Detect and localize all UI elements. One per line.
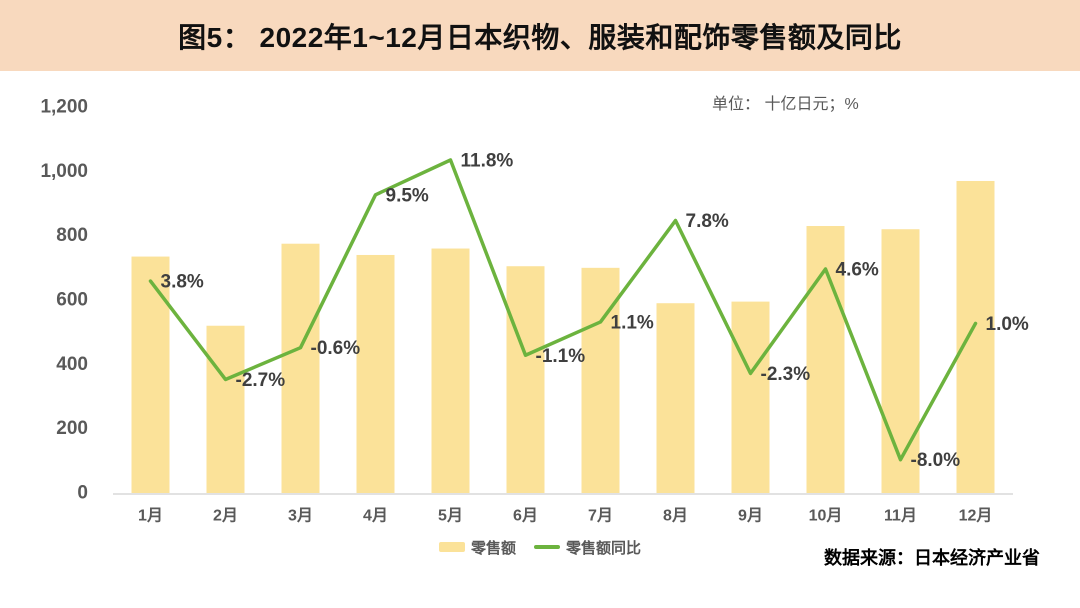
bar-6月 (506, 266, 545, 493)
x-axis-tick-11月: 11月 (884, 507, 917, 525)
x-axis-tick-9月: 9月 (738, 507, 763, 525)
data-label-5月: 11.8% (461, 150, 514, 171)
data-label-8月: 7.8% (686, 211, 729, 232)
data-label-7月: 1.1% (611, 312, 654, 333)
x-axis-tick-1月: 1月 (138, 507, 163, 525)
data-source-label: 数据来源：日本经济产业省 (824, 548, 1040, 568)
bar-9月 (731, 301, 770, 493)
x-axis-tick-12月: 12月 (959, 507, 993, 525)
data-label-11月: -8.0% (911, 450, 961, 471)
x-axis-tick-5月: 5月 (438, 507, 463, 525)
legend-item-sales: 零售额 (438, 537, 516, 558)
data-label-4月: 9.5% (386, 185, 429, 206)
bar-12月 (956, 180, 995, 493)
y-axis-tick-800: 800 (56, 225, 88, 246)
y-axis-tick-600: 600 (56, 290, 88, 311)
y-axis-tick-400: 400 (56, 354, 88, 375)
unit-label: 单位： 十亿日元；% (712, 96, 859, 113)
bar-series-swatch (438, 542, 465, 552)
x-axis-tick-10月: 10月 (809, 507, 843, 525)
y-axis-tick-0: 0 (77, 483, 88, 504)
bar-3月 (281, 243, 320, 493)
data-label-3月: -0.6% (311, 338, 361, 359)
data-label-6月: -1.1% (536, 346, 586, 367)
x-axis-tick-3月: 3月 (288, 507, 313, 525)
legend-label-yoy: 零售额同比 (566, 539, 642, 557)
x-axis-tick-6月: 6月 (513, 507, 538, 525)
x-axis-tick-4月: 4月 (363, 507, 388, 525)
bar-8月 (656, 303, 695, 493)
title-band: 图5： 2022年1~12月日本织物、服装和配饰零售额及同比 (0, 0, 1080, 71)
chart-legend: 零售额 零售额同比 (0, 536, 1080, 558)
page-title: 图5： 2022年1~12月日本织物、服装和配饰零售额及同比 (178, 21, 902, 53)
bar-11月 (881, 229, 920, 493)
y-axis-tick-1,200: 1,200 (40, 97, 88, 118)
legend-label-sales: 零售额 (470, 539, 516, 557)
x-axis-tick-7月: 7月 (588, 507, 613, 525)
y-axis-tick-1,000: 1,000 (40, 161, 88, 182)
y-axis-tick-200: 200 (56, 418, 88, 439)
data-label-2月: -2.7% (236, 370, 286, 391)
data-label-1月: 3.8% (161, 272, 204, 293)
data-label-9月: -2.3% (761, 364, 811, 385)
bar-2月 (206, 325, 245, 493)
x-axis-tick-8月: 8月 (663, 507, 688, 525)
bar-5月 (431, 248, 470, 493)
data-label-12月: 1.0% (986, 314, 1029, 335)
bar-4月 (356, 254, 395, 493)
data-label-10月: 4.6% (836, 259, 879, 280)
x-axis-tick-2月: 2月 (213, 507, 238, 525)
line-series-swatch (534, 545, 560, 549)
legend-item-yoy: 零售额同比 (534, 537, 641, 558)
yoy-line-series (148, 158, 978, 462)
